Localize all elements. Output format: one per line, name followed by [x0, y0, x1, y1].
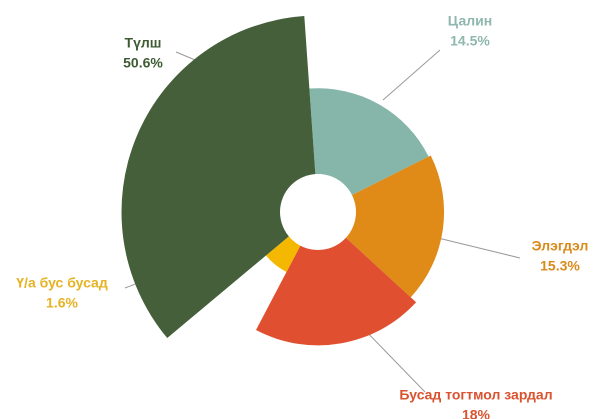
- slice: [255, 212, 417, 346]
- slice: [121, 15, 319, 339]
- category-label: Бусад тогтмол зардал: [399, 387, 552, 403]
- value-label: 15.3%: [540, 258, 580, 274]
- leader-line: [437, 237, 521, 259]
- category-label: Түлш: [125, 35, 162, 51]
- value-label: 50.6%: [123, 55, 163, 71]
- category-label: Цалин: [448, 13, 493, 29]
- leader-line: [382, 49, 441, 101]
- value-label: 14.5%: [450, 33, 490, 49]
- leader-line: [359, 324, 426, 393]
- value-label: 18%: [462, 407, 491, 419]
- center-hole: [280, 174, 356, 250]
- value-label: 1.6%: [46, 295, 78, 311]
- category-label: Элэгдэл: [532, 238, 589, 254]
- slice: [318, 155, 445, 298]
- category-label: Ү/а бус бусад: [16, 275, 108, 291]
